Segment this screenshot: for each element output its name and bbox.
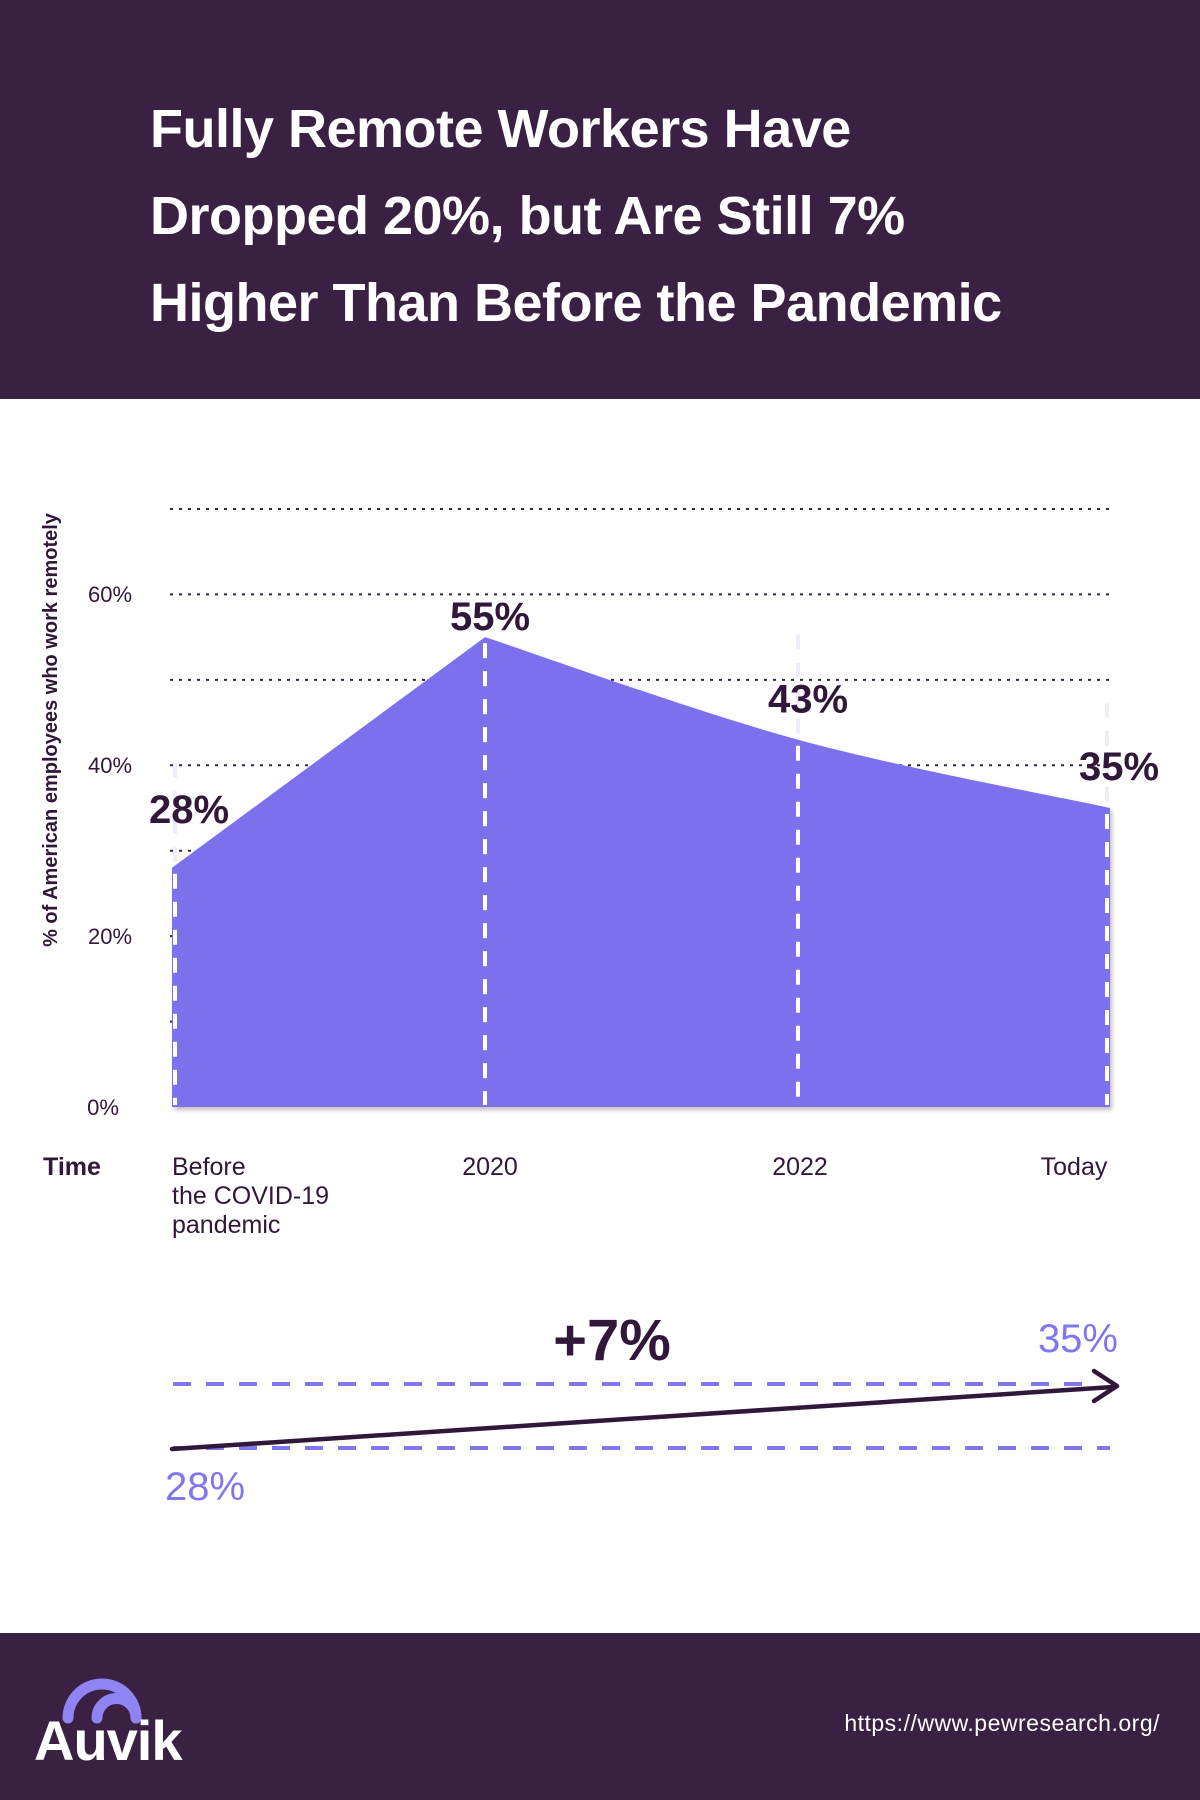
y-tick-60: 60%	[88, 582, 132, 607]
delta-annotation-label: +7%	[553, 1308, 671, 1373]
x-tick-before-line3: pandemic	[172, 1211, 280, 1239]
page-title-line-2: Dropped 20%, but Are Still 7%	[150, 186, 905, 246]
page-title-line-1: Fully Remote Workers Have	[150, 99, 851, 159]
header-banner: Fully Remote Workers Have Dropped 20%, b…	[0, 0, 1200, 399]
x-tick-before-line1: Before	[172, 1153, 246, 1181]
x-tick-2022: 2022	[772, 1153, 828, 1181]
data-label-2020: 55%	[450, 595, 530, 639]
growth-arrow	[169, 1368, 1120, 1452]
page-title-line-3: Higher Than Before the Pandemic	[150, 273, 1002, 333]
area-series-shape	[172, 637, 1110, 1107]
source-url[interactable]: https://www.pewresearch.org/	[844, 1710, 1160, 1736]
area-chart: 60% 40% 20% 0% % of American employees w…	[40, 508, 1159, 1509]
y-axis-title: % of American employees who work remotel…	[40, 512, 62, 947]
x-tick-today: Today	[1041, 1153, 1108, 1181]
auvik-logo-text: Auvik	[34, 1709, 182, 1772]
x-tick-before-line2: the COVID-19	[172, 1182, 329, 1210]
data-label-before: 28%	[149, 788, 229, 832]
x-tick-2020: 2020	[462, 1153, 518, 1181]
data-label-today: 35%	[1079, 745, 1159, 789]
y-tick-0: 0%	[87, 1095, 119, 1120]
x-axis-title: Time	[43, 1153, 101, 1181]
footer-banner: Auvik https://www.pewresearch.org/	[0, 1633, 1200, 1800]
data-label-2022: 43%	[768, 678, 848, 722]
annotation-start-value: 28%	[165, 1465, 245, 1509]
y-tick-40: 40%	[88, 753, 132, 778]
annotation-end-value: 35%	[1038, 1317, 1118, 1361]
auvik-logo-arc-icon	[62, 1678, 142, 1724]
data-point-guide-lines	[173, 634, 1109, 1105]
y-tick-20: 20%	[88, 924, 132, 949]
